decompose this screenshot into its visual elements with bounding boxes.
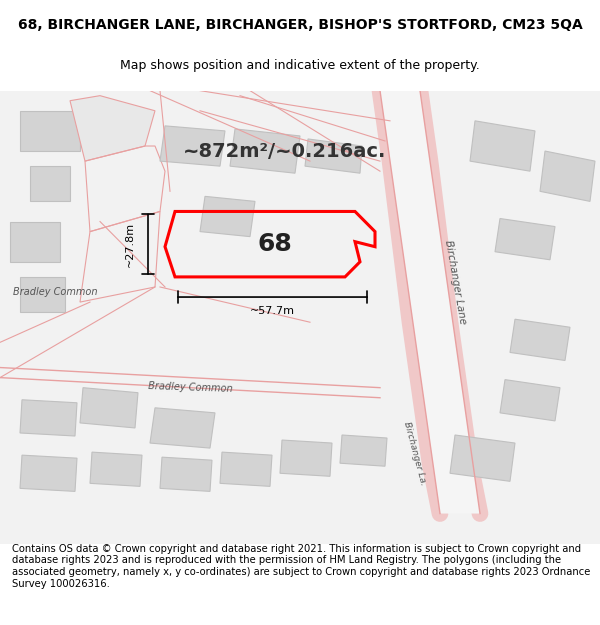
- Polygon shape: [200, 196, 255, 237]
- Text: Contains OS data © Crown copyright and database right 2021. This information is : Contains OS data © Crown copyright and d…: [12, 544, 590, 589]
- Polygon shape: [470, 121, 535, 171]
- Polygon shape: [20, 111, 80, 151]
- Polygon shape: [280, 440, 332, 476]
- Polygon shape: [230, 129, 300, 173]
- Polygon shape: [70, 96, 155, 161]
- Polygon shape: [20, 400, 77, 436]
- Text: Birchanger La.: Birchanger La.: [402, 420, 428, 486]
- Text: Bradley Common: Bradley Common: [148, 381, 232, 394]
- Text: ~57.7m: ~57.7m: [250, 306, 295, 316]
- Text: Map shows position and indicative extent of the property.: Map shows position and indicative extent…: [120, 59, 480, 72]
- Polygon shape: [305, 139, 362, 173]
- Text: 68, BIRCHANGER LANE, BIRCHANGER, BISHOP'S STORTFORD, CM23 5QA: 68, BIRCHANGER LANE, BIRCHANGER, BISHOP'…: [17, 18, 583, 32]
- Text: ~27.8m: ~27.8m: [125, 222, 135, 267]
- Polygon shape: [160, 126, 225, 166]
- Text: 68: 68: [257, 232, 292, 256]
- Text: ~872m²/~0.216ac.: ~872m²/~0.216ac.: [184, 141, 386, 161]
- Polygon shape: [540, 151, 595, 201]
- Polygon shape: [150, 408, 215, 448]
- Text: Birchanger Lane: Birchanger Lane: [443, 239, 467, 325]
- Polygon shape: [20, 277, 65, 312]
- Polygon shape: [495, 219, 555, 260]
- Polygon shape: [160, 457, 212, 491]
- Text: Bradley Common: Bradley Common: [13, 287, 97, 297]
- Polygon shape: [20, 455, 77, 491]
- Polygon shape: [500, 379, 560, 421]
- Polygon shape: [80, 388, 138, 428]
- Polygon shape: [0, 91, 600, 544]
- Polygon shape: [340, 435, 387, 466]
- Polygon shape: [220, 452, 272, 486]
- Polygon shape: [510, 319, 570, 361]
- Polygon shape: [450, 435, 515, 481]
- Polygon shape: [30, 166, 70, 201]
- Polygon shape: [90, 452, 142, 486]
- Polygon shape: [380, 91, 480, 514]
- Polygon shape: [10, 221, 60, 262]
